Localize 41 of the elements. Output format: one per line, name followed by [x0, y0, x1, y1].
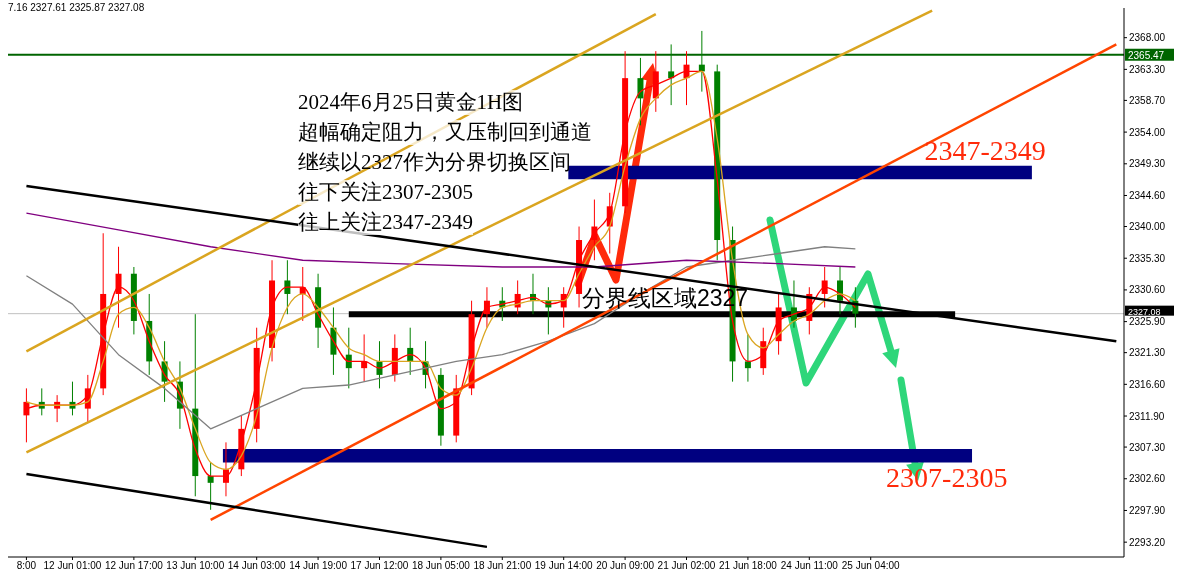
x-tick-label: 21 Jun 02:00	[657, 560, 716, 572]
y-tick-label: 2349.30	[1129, 158, 1166, 170]
x-tick-label: 14 Jun 03:00	[227, 560, 287, 572]
x-tick-label: 24 Jun 11:00	[780, 560, 839, 572]
annotation: 往上关注2347-2349	[298, 210, 473, 236]
x-tick-label: 14 Jun 19:00	[289, 560, 348, 572]
x-tick-label: 8:00	[16, 560, 37, 572]
band-label: 2347-2349	[924, 134, 1046, 166]
y-tick-label: 2354.00	[1129, 126, 1166, 138]
y-tick-label: 2358.70	[1129, 94, 1166, 106]
y-tick-label: 2302.60	[1129, 473, 1166, 485]
y-tick-label: 2311.90	[1129, 410, 1165, 422]
x-tick-label: 25 Jun 04:00	[841, 560, 901, 572]
x-tick-label: 12 Jun 17:00	[104, 560, 164, 572]
y-tick-label: 2293.20	[1129, 536, 1166, 548]
y-tick-label: 2335.30	[1129, 252, 1166, 264]
annotation: 2024年6月25日黄金1H图	[298, 90, 524, 116]
y-tick-label: 2368.00	[1129, 32, 1166, 44]
y-tick-label: 2325.90	[1129, 316, 1166, 328]
y-tick-label: 2330.60	[1129, 284, 1166, 296]
y-tick-label: 2297.90	[1129, 505, 1166, 517]
y-tick-label: 2344.60	[1129, 190, 1166, 202]
x-tick-label: 12 Jun 01:00	[43, 560, 102, 572]
x-tick-label: 21 Jun 18:00	[718, 560, 778, 572]
ref-line-label: 2365.47	[1128, 49, 1165, 61]
y-tick-label: 2307.30	[1129, 441, 1166, 453]
x-tick-label: 18 Jun 21:00	[473, 560, 532, 572]
y-tick-label: 2321.30	[1129, 347, 1166, 359]
band-label: 2307-2305	[886, 462, 1008, 494]
x-tick-label: 18 Jun 05:00	[411, 560, 471, 572]
ref-line-label: 2327.08	[1128, 306, 1161, 317]
x-tick-label: 13 Jun 10:00	[166, 560, 225, 572]
y-tick-label: 2363.30	[1129, 63, 1166, 75]
x-tick-label: 17 Jun 12:00	[350, 560, 409, 572]
x-tick-label: 20 Jun 09:00	[596, 560, 655, 572]
annotation: 超幅确定阻力，又压制回到通道	[298, 120, 592, 146]
annotation: 7.16 2327.61 2325.87 2327.08	[8, 2, 145, 14]
x-tick-label: 19 Jun 14:00	[534, 560, 594, 572]
y-tick-label: 2316.60	[1129, 378, 1166, 390]
annotation: 往下关注2307-2305	[298, 180, 473, 206]
y-tick-label: 2340.00	[1129, 221, 1166, 233]
